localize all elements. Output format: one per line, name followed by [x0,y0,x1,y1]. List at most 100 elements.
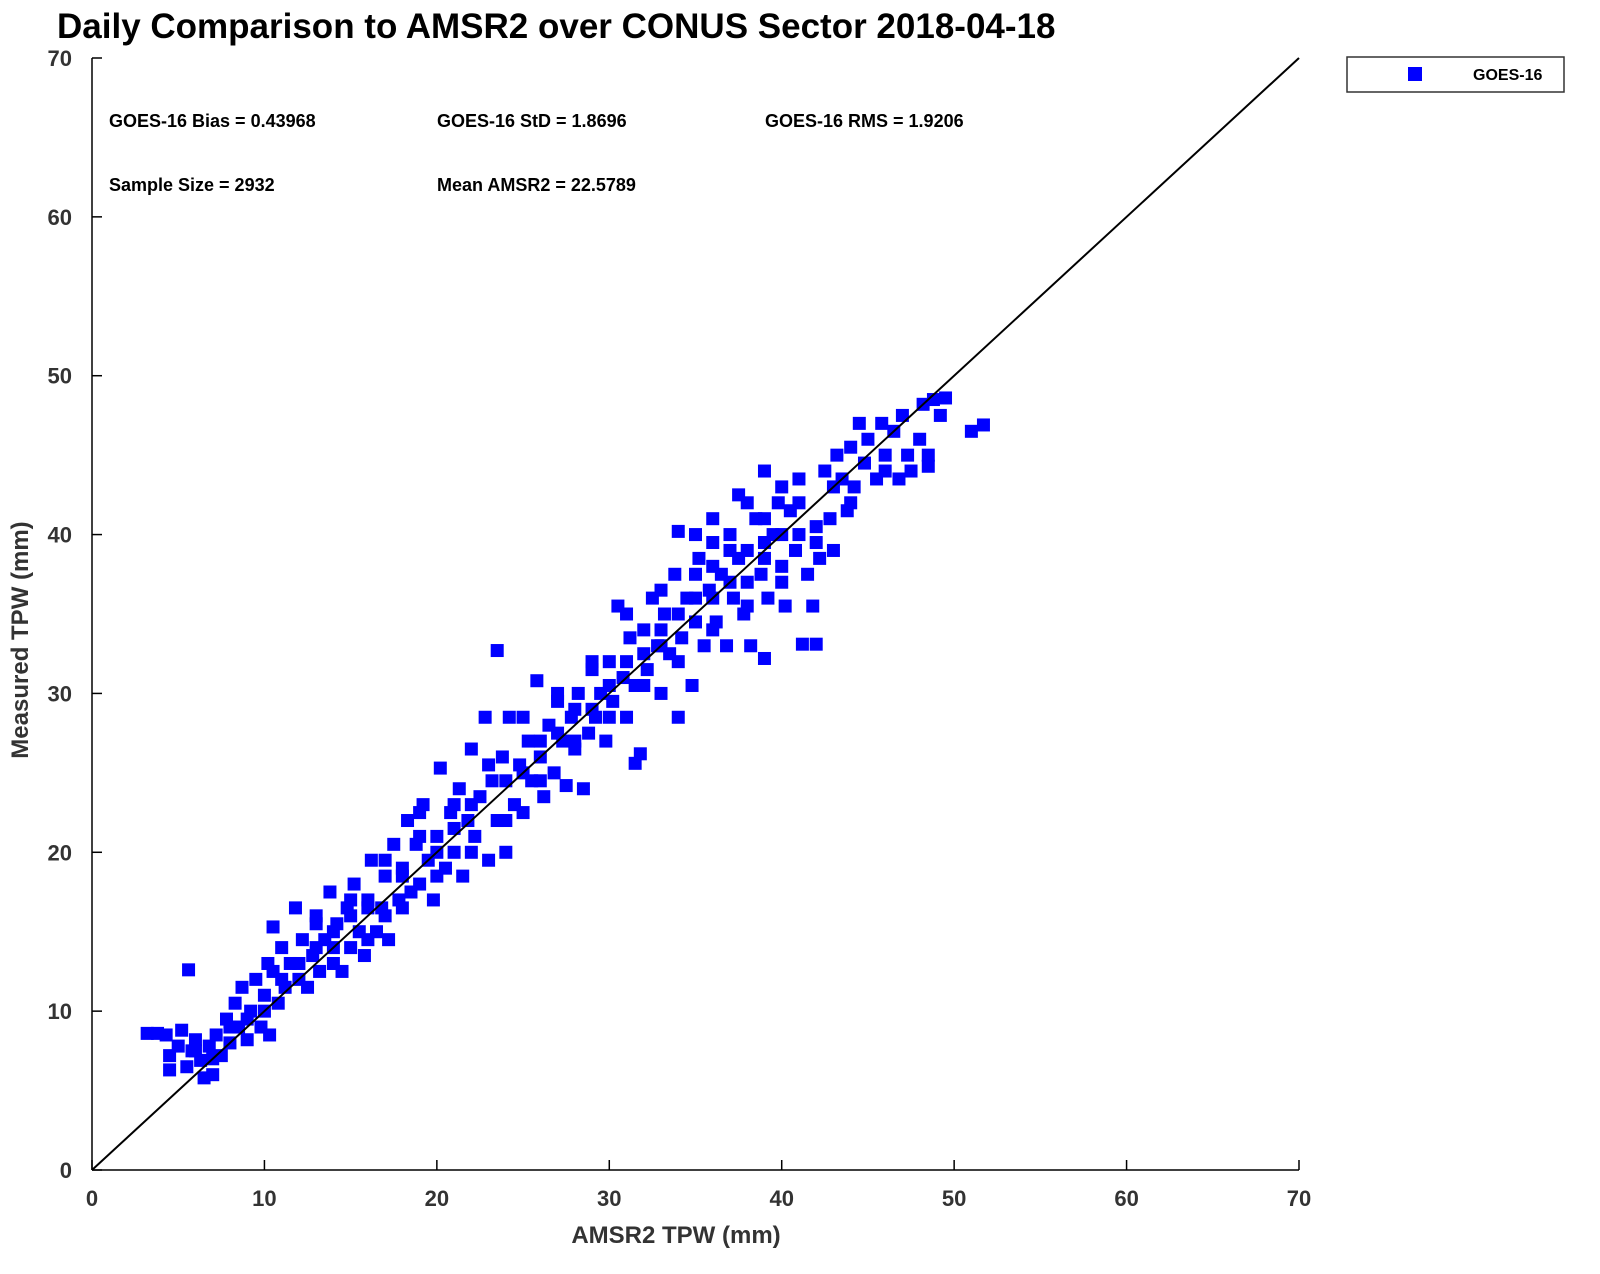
data-point [344,909,358,923]
data-point [464,742,478,756]
y-tick-label: 10 [48,999,72,1024]
legend: GOES-16 [1346,56,1565,93]
data-point [847,480,861,494]
data-point [801,567,815,581]
data-point [188,1033,202,1047]
data-point [430,829,444,843]
data-point [926,393,940,407]
data-point [671,710,685,724]
data-point [606,694,620,708]
data-point [461,814,475,828]
data-point [395,869,409,883]
data-point [309,917,323,931]
x-tick-label: 20 [425,1186,449,1211]
data-point [426,893,440,907]
data-point [757,512,771,526]
data-point [792,528,806,542]
x-tick-label: 60 [1114,1186,1138,1211]
data-point [182,963,196,977]
data-point [576,782,590,796]
data-point [313,964,327,978]
data-point [602,678,616,692]
data-point [654,623,668,637]
data-point [468,829,482,843]
data-point [878,464,892,478]
data-point [395,901,409,915]
data-point [878,448,892,462]
data-point [620,607,634,621]
data-point [502,710,516,724]
data-point [689,567,702,581]
data-point [637,678,651,692]
data-point [976,418,990,432]
data-point [447,798,461,812]
data-point [202,1039,216,1053]
data-point [530,674,544,688]
x-tick-label: 50 [942,1186,966,1211]
axes [91,58,1299,1171]
data-point [628,756,642,770]
data-point [547,766,561,780]
y-tick-label: 70 [48,46,72,71]
data-point [616,671,630,685]
stat-sample-size: Sample Size = 2932 [109,175,275,195]
stat-bias: GOES-16 Bias = 0.43968 [109,111,316,131]
data-point [757,536,771,550]
data-point [933,408,947,422]
data-point [913,432,927,446]
data-point [740,599,754,613]
data-point [809,520,823,534]
data-point [789,543,803,557]
y-tick-label: 50 [48,364,72,389]
data-point [775,559,789,573]
data-point [806,599,820,613]
data-point [875,416,889,430]
legend-label: GOES-16 [1473,67,1542,84]
data-point [771,496,785,510]
data-point [240,1033,254,1047]
data-point [361,901,375,915]
data-point [571,686,585,700]
data-point [478,710,492,724]
y-ticks: 0 10 20 30 40 50 60 70 [48,46,102,1183]
data-point [482,853,496,867]
data-point [537,790,551,804]
data-point [223,1020,237,1034]
data-point [387,837,401,851]
data-point [689,615,702,629]
data-point [620,710,634,724]
data-point [706,536,720,550]
data-point [263,1028,277,1042]
data-point [740,575,754,589]
data-point [521,734,535,748]
data-point [723,528,737,542]
data-point [382,933,396,947]
data-point [344,941,358,955]
stat-rms: GOES-16 RMS = 1.9206 [765,111,964,131]
data-point [271,996,285,1010]
data-point [551,726,565,740]
data-point [657,607,671,621]
data-point [163,1063,177,1077]
data-point [939,391,953,405]
data-point [326,925,340,939]
data-point [754,567,768,581]
data-point [857,456,871,470]
data-point [844,496,858,510]
data-point [697,639,711,653]
data-point [757,551,771,565]
data-point [892,472,906,486]
data-point [654,583,668,597]
y-tick-label: 20 [48,840,72,865]
data-point [378,909,392,923]
data-point [761,591,775,605]
data-point [602,655,616,669]
data-point [499,814,513,828]
x-tick-label: 0 [86,1186,98,1211]
data-point [140,1026,154,1040]
data-point [240,1012,254,1026]
data-point [249,972,263,986]
data-point [706,559,720,573]
data-point [809,637,823,651]
